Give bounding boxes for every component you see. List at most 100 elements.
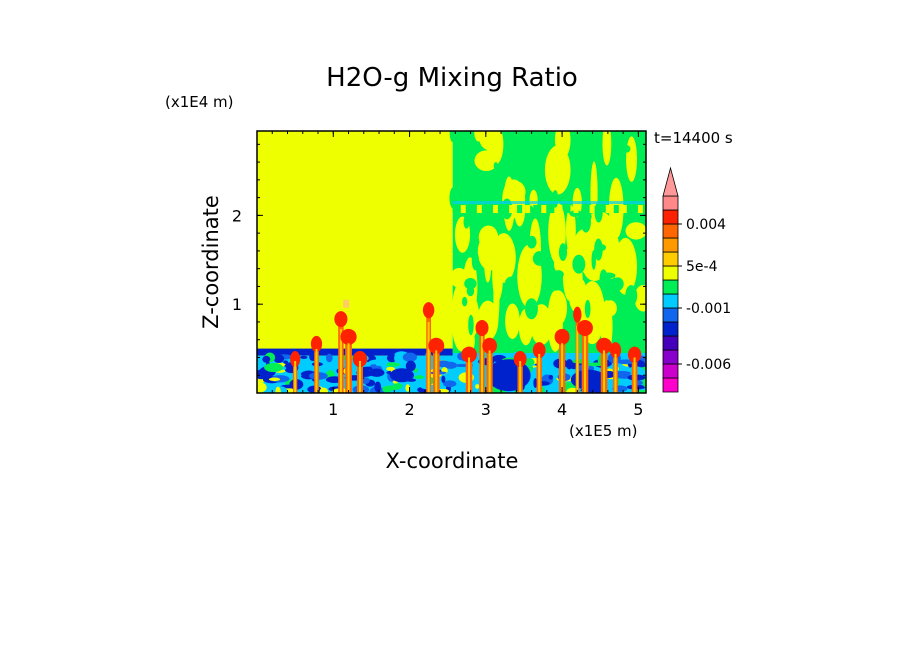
- field-speckle: [569, 210, 583, 218]
- field-blob: [405, 384, 411, 392]
- field-speckle: [558, 243, 568, 261]
- colorbar-segment: [662, 335, 679, 351]
- field-speckle: [530, 156, 542, 167]
- field-plume-core: [358, 361, 361, 393]
- field-speckle: [623, 145, 631, 153]
- field-blob: [368, 368, 385, 377]
- x-unit-label: (x1E5 m): [569, 422, 638, 440]
- y-tick-label: 1: [232, 295, 242, 314]
- field-blob: [548, 374, 554, 380]
- field-plume-cap: [334, 311, 348, 328]
- field-plume-cap: [475, 319, 489, 336]
- field-plume-core: [603, 350, 606, 393]
- colorbar-extend-arrow: [662, 166, 679, 197]
- colorbar-segment: [662, 349, 679, 365]
- field-blob: [374, 381, 382, 393]
- y-unit-label: (x1E4 m): [165, 93, 234, 111]
- field-blob: [566, 387, 579, 393]
- field-plume-cap: [627, 346, 642, 363]
- x-tick-label: 1: [328, 400, 338, 419]
- field-plume-core: [519, 361, 522, 393]
- field-band-cell: [613, 205, 619, 214]
- field-filament: [484, 243, 492, 283]
- field-plume-core: [488, 350, 491, 393]
- field-plume-core: [294, 361, 297, 393]
- field-blob: [268, 377, 281, 382]
- field-blob: [257, 369, 269, 380]
- field-blob: [385, 362, 401, 367]
- field-speckle: [601, 272, 616, 279]
- field-blob: [275, 386, 281, 393]
- field-band-cell: [637, 205, 643, 214]
- plot-field: [257, 131, 646, 393]
- field-speckle: [580, 210, 591, 233]
- field-blob: [303, 362, 314, 371]
- field-filament: [625, 222, 646, 240]
- field-filament: [550, 154, 560, 176]
- field-plume-top: [343, 299, 350, 308]
- field-speckle: [575, 166, 584, 178]
- colorbar-label: -0.006: [686, 357, 731, 373]
- field-plume-core: [315, 348, 318, 393]
- field-band-cell: [460, 205, 466, 214]
- field-plume-cap: [461, 346, 477, 363]
- field-filament: [548, 290, 568, 326]
- field-plume-cap: [532, 342, 546, 359]
- field-filament: [634, 284, 646, 312]
- field-band-cell: [557, 205, 563, 214]
- field-dark-patch: [389, 368, 414, 383]
- field-blob: [586, 362, 605, 367]
- field-blob: [414, 375, 425, 380]
- colorbar-segment: [662, 377, 679, 393]
- field-band-cell: [468, 205, 474, 214]
- field-band-cell: [533, 205, 539, 214]
- field-blob: [382, 387, 392, 393]
- field-plume-cap: [352, 351, 368, 368]
- field-plume-core: [614, 353, 617, 393]
- colorbar-segment: [662, 265, 679, 281]
- field-blob: [441, 375, 446, 384]
- field-blob: [273, 354, 285, 364]
- x-tick-label: 2: [404, 400, 414, 419]
- x-axis-label: X-coordinate: [386, 449, 519, 473]
- colorbar-segment: [662, 293, 679, 309]
- field-plume-core: [435, 350, 438, 393]
- field-plume-core: [481, 336, 484, 393]
- field-speckle: [594, 238, 603, 261]
- field-speckle: [605, 283, 613, 297]
- field-blob: [392, 383, 403, 389]
- field-plume-cap: [609, 342, 622, 359]
- field-filament: [626, 136, 638, 182]
- field-plume-core: [339, 329, 342, 393]
- field-blob: [533, 378, 538, 388]
- plot-frame: [256, 130, 647, 394]
- colorbar-segment: [662, 195, 679, 211]
- field-blob: [262, 355, 271, 363]
- field-speckle: [505, 276, 518, 290]
- field-speckle: [612, 277, 624, 291]
- field-blob: [283, 360, 289, 364]
- colorbar-segment: [662, 223, 679, 239]
- field-band-cell: [452, 205, 458, 214]
- field-band-cell: [484, 205, 490, 214]
- field-speckle: [463, 215, 470, 229]
- field-plume-core: [538, 353, 541, 393]
- field-filament: [505, 303, 520, 340]
- field-plume-core: [427, 321, 430, 393]
- field-blob: [402, 352, 417, 362]
- field-speckle: [468, 314, 474, 336]
- field-speckle: [572, 254, 586, 274]
- colorbar-segment: [662, 279, 679, 295]
- field-blob: [326, 353, 333, 363]
- colorbar-segment: [662, 307, 679, 323]
- field-blob: [319, 387, 329, 393]
- field-band-cell: [605, 205, 611, 214]
- field-band-cell: [476, 205, 482, 214]
- field-band-line: [452, 201, 646, 205]
- field-speckle: [493, 162, 498, 170]
- chart-title: H2O-g Mixing Ratio: [326, 63, 578, 93]
- time-label: t=14400 s: [654, 129, 733, 147]
- field-blob: [257, 382, 267, 393]
- field-speckle: [526, 235, 537, 249]
